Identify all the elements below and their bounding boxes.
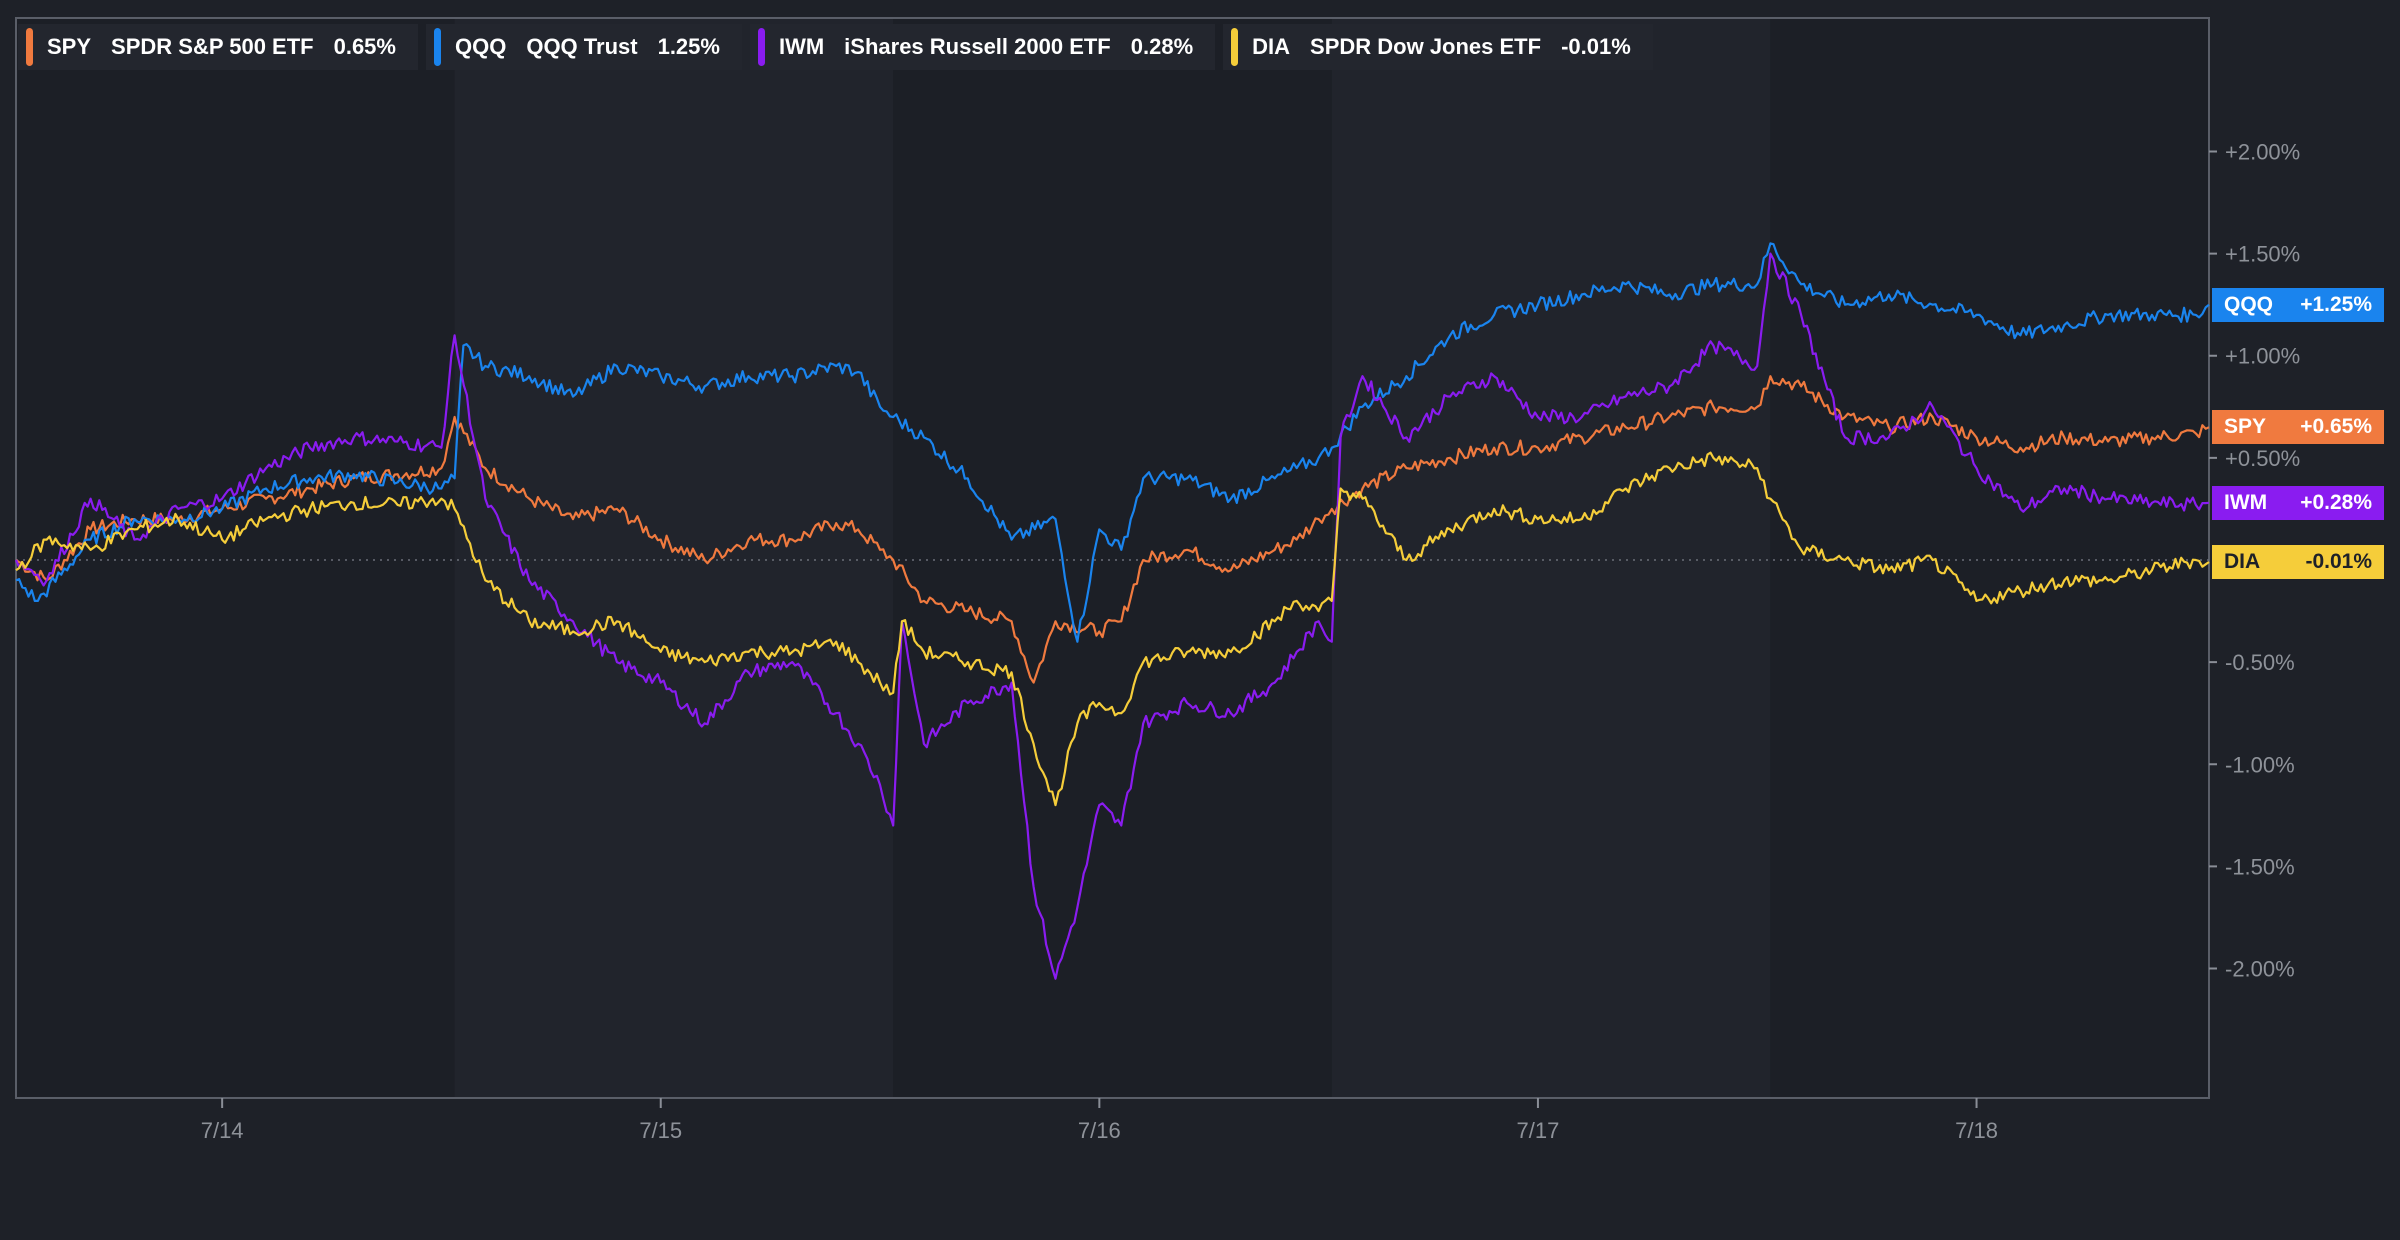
legend-item-iwm[interactable]: IWM iShares Russell 2000 ETF 0.28%	[749, 24, 1216, 70]
legend-item-qqq[interactable]: QQQ QQQ Trust 1.25%	[425, 24, 742, 70]
end-tag-symbol: DIA	[2224, 550, 2261, 574]
x-tick-label: 7/14	[201, 1118, 244, 1143]
session-band	[893, 18, 1332, 1098]
legend-change: -0.01%	[1561, 34, 1631, 59]
end-tag-dia: DIA -0.01%	[2212, 545, 2384, 580]
session-band	[1770, 18, 2209, 1098]
y-tick-label: +1.50%	[2225, 242, 2300, 267]
y-tick-label: -1.00%	[2225, 752, 2295, 777]
end-tag-value: +0.65%	[2300, 415, 2372, 439]
series-line-dia	[15, 451, 2210, 807]
session-band	[454, 18, 894, 1098]
legend-item-dia[interactable]: DIA SPDR Dow Jones ETF -0.01%	[1223, 24, 1653, 70]
series-line-iwm	[14, 252, 2210, 980]
legend-symbol: IWM	[778, 34, 825, 59]
series-lines	[14, 242, 2210, 980]
x-axis: 7/14 7/15 7/16 7/17 7/18	[201, 1098, 1998, 1143]
legend-swatch-qqq	[433, 28, 441, 66]
legend-name: iShares Russell 2000 ETF	[844, 34, 1111, 59]
end-tag-iwm: IWM +0.28%	[2212, 485, 2384, 520]
legend-symbol: QQQ	[454, 34, 507, 59]
end-tag-symbol: SPY	[2224, 415, 2267, 439]
legend-symbol: SPY	[47, 34, 92, 59]
y-axis: +2.00% +1.50% +1.00% +0.50% -0.50% -1.00% -1.5…	[2209, 139, 2300, 982]
legend-change: 0.28%	[1130, 34, 1194, 59]
session-band	[16, 18, 455, 1098]
x-tick-label: 7/17	[1517, 1118, 1560, 1143]
end-tag-value: +0.28%	[2300, 490, 2372, 514]
y-tick-label: -0.50%	[2225, 650, 2295, 675]
y-tick-label: -1.50%	[2225, 854, 2295, 879]
end-tag-value: -0.01%	[2305, 550, 2372, 574]
session-bands	[16, 18, 2209, 1098]
series-line-qqq	[15, 242, 2210, 643]
y-tick-label: -2.00%	[2225, 957, 2295, 982]
y-tick-label: +2.00%	[2225, 139, 2300, 164]
legend-change: 1.25%	[657, 34, 720, 59]
end-tag-qqq: QQQ +1.25%	[2212, 287, 2384, 322]
end-tag-symbol: QQQ	[2224, 292, 2274, 316]
legend-item-spy[interactable]: SPY SPDR S&P 500 ETF 0.65%	[18, 24, 418, 70]
legend-swatch-iwm	[757, 28, 765, 66]
legend-symbol: DIA	[1252, 34, 1291, 59]
session-band	[1331, 18, 1771, 1098]
y-tick-label: +1.00%	[2225, 344, 2300, 369]
legend-swatch-spy	[26, 28, 33, 66]
legend-swatch-dia	[1231, 28, 1239, 66]
x-tick-label: 7/18	[1955, 1118, 1998, 1143]
end-tag-spy: SPY +0.65%	[2212, 410, 2384, 445]
legend-name: SPDR Dow Jones ETF	[1310, 34, 1542, 59]
x-tick-label: 7/16	[1078, 1118, 1121, 1143]
legend-change: 0.65%	[333, 34, 396, 59]
end-tag-symbol: IWM	[2224, 490, 2268, 514]
legend: SPY SPDR S&P 500 ETF 0.65% QQQ QQQ Trust…	[18, 24, 1661, 70]
x-tick-label: 7/15	[639, 1118, 682, 1143]
plot-frame	[15, 17, 2210, 1099]
y-tick-label: +0.50%	[2225, 446, 2300, 471]
legend-name: QQQ Trust	[526, 34, 638, 59]
legend-name: SPDR S&P 500 ETF	[111, 34, 314, 59]
end-tag-value: +1.25%	[2300, 292, 2372, 316]
